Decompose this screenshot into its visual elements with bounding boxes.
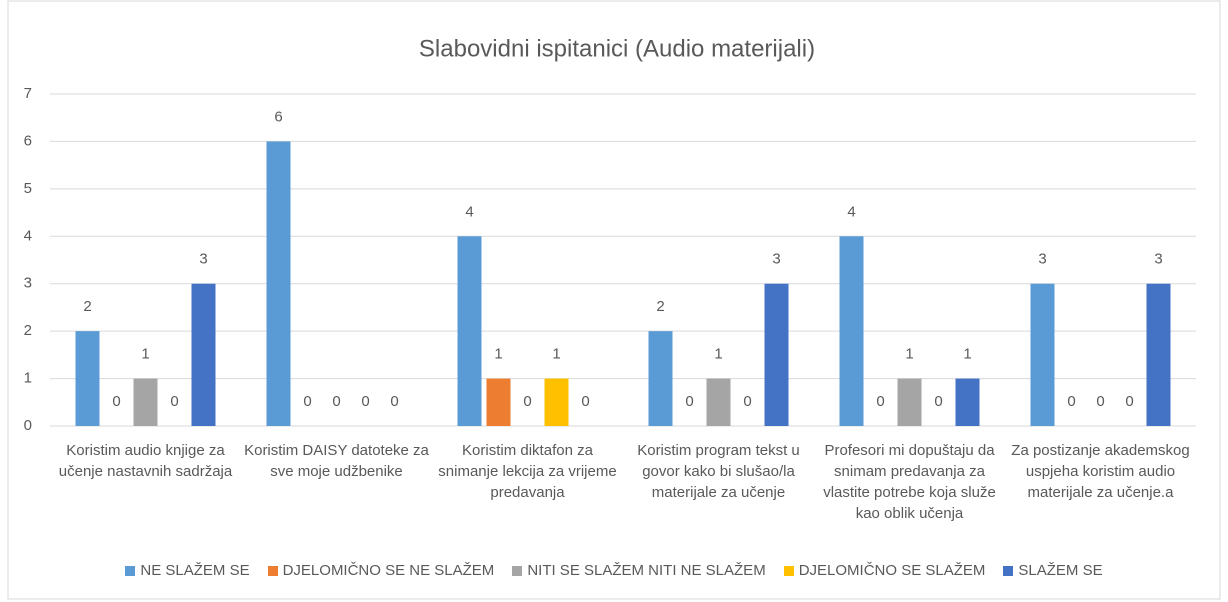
data-label: 3 (1154, 251, 1162, 268)
x-tick-label: Za postizanje akademskog uspjeha koristi… (1011, 442, 1190, 501)
y-tick-label: 2 (24, 322, 32, 339)
bar (133, 378, 158, 426)
data-label: 4 (465, 203, 473, 220)
legend-item: DJELOMIČNO SE NE SLAŽEM (267, 562, 495, 579)
bar (457, 236, 482, 426)
legend-item: NITI SE SLAŽEM NITI NE SLAŽEM (512, 562, 766, 579)
data-label: 0 (685, 393, 693, 410)
data-label: 1 (905, 346, 913, 363)
legend-label: DJELOMIČNO SE NE SLAŽEM (282, 562, 495, 579)
data-label: 1 (963, 346, 971, 363)
data-label: 0 (390, 393, 398, 410)
bar (544, 378, 569, 426)
data-label: 1 (494, 346, 502, 363)
bar (706, 378, 731, 426)
bar (266, 141, 291, 426)
y-tick-label: 6 (24, 132, 32, 149)
bar (191, 283, 216, 426)
legend-label: SLAŽEM SE (1018, 562, 1103, 579)
x-tick-label: Koristim program tekst u govor kako bi s… (637, 442, 800, 501)
x-tick-label: Koristim diktafon za snimanje lekcija za… (438, 442, 617, 501)
legend-item: SLAŽEM SE (1003, 562, 1103, 579)
y-tick-label: 7 (24, 85, 32, 102)
data-label: 0 (934, 393, 942, 410)
data-label: 0 (332, 393, 340, 410)
data-label: 0 (1067, 393, 1075, 410)
data-label: 0 (170, 393, 178, 410)
legend-item: DJELOMIČNO SE SLAŽEM (783, 562, 986, 579)
data-label: 0 (361, 393, 369, 410)
bar (75, 331, 100, 426)
data-label: 0 (1096, 393, 1104, 410)
legend-swatch (267, 565, 278, 576)
bar (955, 378, 980, 426)
y-tick-label: 1 (24, 370, 32, 387)
legend-swatch (512, 565, 523, 576)
y-tick-label: 4 (24, 227, 32, 244)
legend-swatch (783, 565, 794, 576)
data-label: 1 (141, 346, 149, 363)
data-label: 1 (552, 346, 560, 363)
data-label: 4 (847, 203, 855, 220)
legend-label: NITI SE SLAŽEM NITI NE SLAŽEM (527, 562, 766, 579)
bar (1030, 283, 1055, 426)
x-tick-label: Koristim audio knjige za učenje nastavni… (58, 442, 233, 480)
x-tick-label: Koristim DAISY datoteke za sve moje udžb… (244, 442, 429, 480)
y-tick-label: 3 (24, 275, 32, 292)
data-label: 0 (876, 393, 884, 410)
legend-swatch (125, 565, 136, 576)
data-label: 3 (1038, 251, 1046, 268)
y-tick-label: 0 (24, 417, 32, 434)
data-label: 6 (274, 108, 282, 125)
data-label: 0 (743, 393, 751, 410)
legend-label: NE SLAŽEM SE (140, 562, 250, 579)
data-label: 2 (83, 298, 91, 315)
legend-item: NE SLAŽEM SE (125, 562, 250, 579)
bar (839, 236, 864, 426)
bar (648, 331, 673, 426)
data-label: 0 (1125, 393, 1133, 410)
bar (897, 378, 922, 426)
data-label: 1 (714, 346, 722, 363)
legend-label: DJELOMIČNO SE SLAŽEM (798, 562, 986, 579)
data-label: 0 (303, 393, 311, 410)
data-label: 2 (656, 298, 664, 315)
bar (486, 378, 511, 426)
data-label: 0 (112, 393, 120, 410)
data-label: 3 (199, 251, 207, 268)
chart-border (7, 0, 1221, 600)
data-label: 0 (523, 393, 531, 410)
bar (1146, 283, 1171, 426)
y-tick-label: 5 (24, 180, 32, 197)
bar (764, 283, 789, 426)
chart-title: Slabovidni ispitanici (Audio materijali) (419, 35, 815, 62)
legend-swatch (1003, 565, 1014, 576)
legend: NE SLAŽEM SE DJELOMIČNO SE NE SLAŽEM NITI … (0, 562, 1228, 579)
data-label: 3 (772, 251, 780, 268)
data-label: 0 (581, 393, 589, 410)
x-tick-label: Profesori mi dopuštaju da snimam predava… (823, 442, 996, 522)
